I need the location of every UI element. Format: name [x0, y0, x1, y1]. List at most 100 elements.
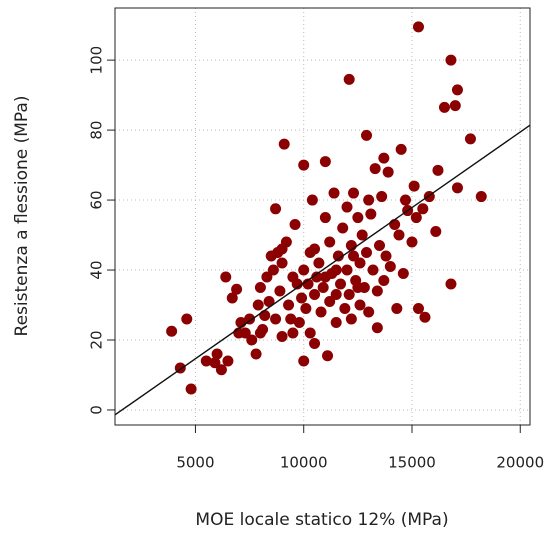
point: [263, 296, 275, 308]
point: [278, 138, 290, 150]
point: [252, 299, 264, 311]
point: [389, 219, 401, 231]
point: [399, 194, 411, 206]
point: [348, 187, 360, 199]
point: [339, 303, 351, 315]
point: [348, 250, 360, 262]
y-tick-label: 40: [88, 260, 106, 279]
point: [298, 355, 310, 367]
point: [270, 313, 282, 325]
point: [356, 229, 368, 241]
point: [317, 282, 329, 294]
point: [306, 194, 318, 206]
y-tick-label: 80: [88, 121, 106, 140]
point: [406, 236, 418, 248]
point: [220, 271, 232, 283]
point: [365, 208, 377, 220]
point: [354, 257, 366, 269]
x-axis-title: MOE locale statico 12% (MPa): [195, 510, 448, 530]
x-tick-label: 15000: [388, 454, 436, 472]
point: [412, 303, 424, 315]
point: [371, 285, 383, 297]
point: [445, 278, 457, 290]
point: [267, 264, 279, 276]
point: [319, 156, 331, 168]
point: [309, 289, 321, 301]
point: [311, 271, 323, 283]
point: [374, 240, 386, 252]
point: [293, 316, 305, 328]
point: [363, 194, 375, 206]
point: [352, 212, 364, 224]
point: [382, 166, 394, 178]
x-tick-label: 20000: [496, 454, 544, 472]
point: [298, 264, 310, 276]
point: [222, 355, 234, 367]
point: [313, 257, 325, 269]
point: [324, 296, 336, 308]
point: [449, 100, 461, 112]
point: [367, 264, 379, 276]
plot-frame: [114, 7, 531, 426]
point: [451, 84, 463, 96]
point: [276, 257, 288, 269]
point: [361, 247, 373, 259]
point: [309, 337, 321, 349]
point: [298, 159, 310, 171]
point: [261, 271, 273, 283]
point: [369, 163, 381, 175]
point: [341, 201, 353, 213]
point: [412, 21, 424, 33]
point: [319, 271, 331, 283]
point: [324, 236, 336, 248]
point: [361, 129, 373, 141]
point: [250, 348, 262, 360]
point: [283, 299, 295, 311]
point: [276, 243, 288, 255]
point: [276, 330, 288, 342]
point: [451, 182, 463, 194]
point: [343, 73, 355, 85]
point: [393, 229, 405, 241]
point: [384, 261, 396, 273]
point: [345, 313, 357, 325]
point: [254, 282, 266, 294]
point: [181, 313, 193, 325]
point: [304, 327, 316, 339]
point: [215, 364, 227, 376]
point: [296, 292, 308, 304]
point: [231, 283, 243, 295]
point: [211, 348, 223, 360]
point: [432, 164, 444, 176]
point: [438, 101, 450, 113]
point: [363, 306, 375, 318]
point: [328, 187, 340, 199]
point: [408, 180, 420, 192]
point: [391, 303, 403, 315]
point: [378, 275, 390, 287]
point: [332, 250, 344, 262]
point: [371, 322, 383, 334]
point: [378, 152, 390, 164]
point: [270, 203, 282, 215]
point: [417, 203, 429, 215]
point: [291, 278, 303, 290]
point: [285, 313, 297, 325]
point: [274, 285, 286, 297]
y-tick-label: 0: [88, 405, 106, 415]
point: [354, 299, 366, 311]
point: [259, 310, 271, 322]
point: [397, 268, 409, 280]
point: [343, 289, 355, 301]
point: [309, 243, 321, 255]
x-tick-label: 5000: [176, 454, 214, 472]
point: [445, 54, 457, 66]
point: [410, 212, 422, 224]
point: [315, 306, 327, 318]
point: [341, 264, 353, 276]
fit-line: [114, 124, 531, 416]
x-tick-label: 10000: [280, 454, 328, 472]
point: [430, 226, 442, 238]
